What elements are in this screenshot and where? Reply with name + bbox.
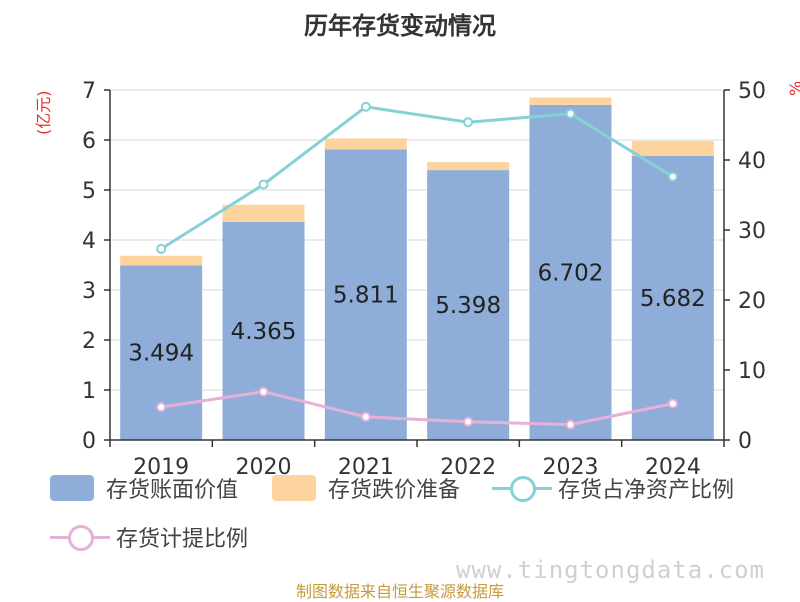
left-tick-label: 4 (82, 229, 96, 254)
net-ratio-point (156, 243, 167, 254)
provision-ratio-point (463, 416, 474, 427)
right-tick-label: 0 (738, 429, 752, 454)
legend-item-provision-ratio[interactable]: 存货计提比例 (50, 522, 248, 552)
right-tick-label: 30 (738, 219, 766, 244)
net-ratio-point (667, 171, 678, 182)
provision-ratio-point (258, 386, 269, 397)
right-tick-label: 10 (738, 359, 766, 384)
legend-item-reserve[interactable]: 存货跌价准备 (272, 473, 460, 503)
bar-reserve (222, 204, 305, 222)
provision-ratio-point (667, 398, 678, 409)
bar-reserve (324, 138, 407, 150)
net-ratio-line (160, 105, 674, 251)
legend-swatch-book-value (50, 475, 94, 501)
bar-value-label: 5.682 (640, 286, 706, 312)
bar-book-value (631, 155, 714, 440)
left-tick-label: 1 (82, 379, 96, 404)
net-ratio-point (565, 108, 576, 119)
bar-value-label: 6.702 (538, 260, 604, 286)
right-tick-label: 50 (738, 79, 766, 104)
data-source-note: 制图数据来自恒生聚源数据库 (295, 582, 504, 601)
bar-book-value (529, 104, 612, 441)
legend-label-book-value: 存货账面价值 (106, 478, 239, 503)
bar-reserve (120, 255, 203, 266)
legend-label-provision-ratio: 存货计提比例 (116, 527, 249, 552)
left-tick-label: 3 (82, 279, 96, 304)
bar-reserve (427, 162, 510, 171)
x-tick-label: 2022 (440, 455, 496, 480)
provision-ratio-point (156, 402, 167, 413)
legend-swatch-provision-ratio (50, 522, 110, 552)
bar-value-label: 3.494 (128, 341, 194, 367)
net-ratio-point (360, 101, 371, 112)
bar-book-value (427, 170, 510, 440)
right-tick-label: 40 (738, 149, 766, 174)
x-tick-label: 2021 (338, 455, 394, 480)
left-tick-label: 5 (82, 179, 96, 204)
x-tick-label: 2019 (133, 455, 189, 480)
legend-item-book-value[interactable]: 存货账面价值 (50, 473, 238, 503)
provision-ratio-point (565, 419, 576, 430)
right-tick-label: 20 (738, 289, 766, 314)
legend-swatch-reserve (272, 475, 316, 501)
left-tick-label: 0 (82, 429, 96, 454)
left-tick-label: 6 (82, 129, 96, 154)
watermark-text: www.tingtongdata.com (456, 556, 765, 584)
x-tick-label: 2024 (645, 455, 701, 480)
bar-value-label: 4.365 (231, 319, 297, 345)
left-tick-label: 7 (82, 79, 96, 104)
legend-label-reserve: 存货跌价准备 (328, 478, 461, 503)
net-ratio-point (463, 117, 474, 128)
x-tick-label: 2023 (543, 455, 599, 480)
chart-title: 历年存货变动情况 (304, 12, 496, 40)
net-ratio-point (258, 179, 269, 190)
legend-swatch-net-ratio (492, 473, 552, 503)
bar-reserve (529, 97, 612, 105)
left-tick-label: 2 (82, 329, 96, 354)
bar-reserve (631, 140, 714, 156)
bar-value-label: 5.811 (333, 283, 399, 309)
legend-item-net-ratio[interactable]: 存货占净资产比例 (492, 473, 734, 503)
bar-book-value (324, 149, 407, 440)
provision-ratio-line (160, 390, 674, 427)
provision-ratio-point (360, 411, 371, 422)
bar-value-label: 5.398 (435, 293, 501, 319)
legend-label-net-ratio: 存货占净资产比例 (558, 478, 735, 503)
bar-book-value (222, 221, 305, 440)
